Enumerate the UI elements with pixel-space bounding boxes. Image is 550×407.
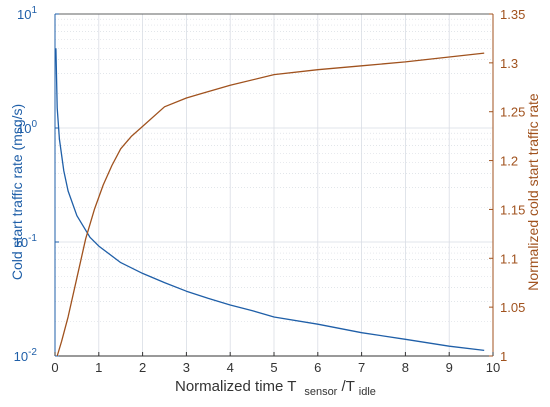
y-right-tick-label: 1.3 bbox=[500, 56, 518, 71]
y-left-tick-label: 101 bbox=[17, 5, 37, 22]
x-tick-label: 6 bbox=[314, 360, 321, 375]
x-tick-label: 10 bbox=[486, 360, 500, 375]
y-right-tick-label: 1.05 bbox=[500, 300, 525, 315]
grid bbox=[54, 13, 494, 357]
y-right-tick-label: 1.15 bbox=[500, 202, 525, 217]
x-axis-label: Normalized time T sensor /T idle bbox=[175, 378, 376, 399]
axes bbox=[54, 13, 494, 357]
y-right-tick-label: 1.2 bbox=[500, 154, 518, 169]
y-left-axis-label: Cold start traffic rate (msg/s) bbox=[9, 104, 25, 280]
x-tick-label: 4 bbox=[227, 360, 234, 375]
y-right-tick-label: 1.1 bbox=[500, 251, 518, 266]
series-line-normalized-rate bbox=[56, 52, 485, 357]
x-tick-label: 5 bbox=[270, 360, 277, 375]
x-tick-label: 1 bbox=[95, 360, 102, 375]
series-lines bbox=[55, 48, 485, 357]
y-left-tick-label: 100 bbox=[17, 119, 37, 136]
tick-labels: 0 1 2 3 4 5 6 7 8 9 10 10-2 10-1 100 101 1 1.05 1.1 1.15 1.… bbox=[14, 5, 526, 375]
x-tick-label: 7 bbox=[358, 360, 365, 375]
series-line-cold-start-rate bbox=[55, 48, 485, 352]
x-tick-label: 0 bbox=[51, 360, 58, 375]
y-right-axis-label: Normalized cold start traffic rate bbox=[525, 93, 541, 291]
x-tick-label: 8 bbox=[402, 360, 409, 375]
y-right-tick-label: 1 bbox=[500, 349, 507, 364]
y-right-tick-label: 1.25 bbox=[500, 105, 525, 120]
y-right-tick-label: 1.35 bbox=[500, 7, 525, 22]
x-tick-label: 2 bbox=[139, 360, 146, 375]
y-left-tick-label: 10-2 bbox=[14, 347, 38, 364]
x-tick-label: 9 bbox=[446, 360, 453, 375]
y-left-tick-label: 10-1 bbox=[14, 233, 38, 250]
x-tick-label: 3 bbox=[183, 360, 190, 375]
